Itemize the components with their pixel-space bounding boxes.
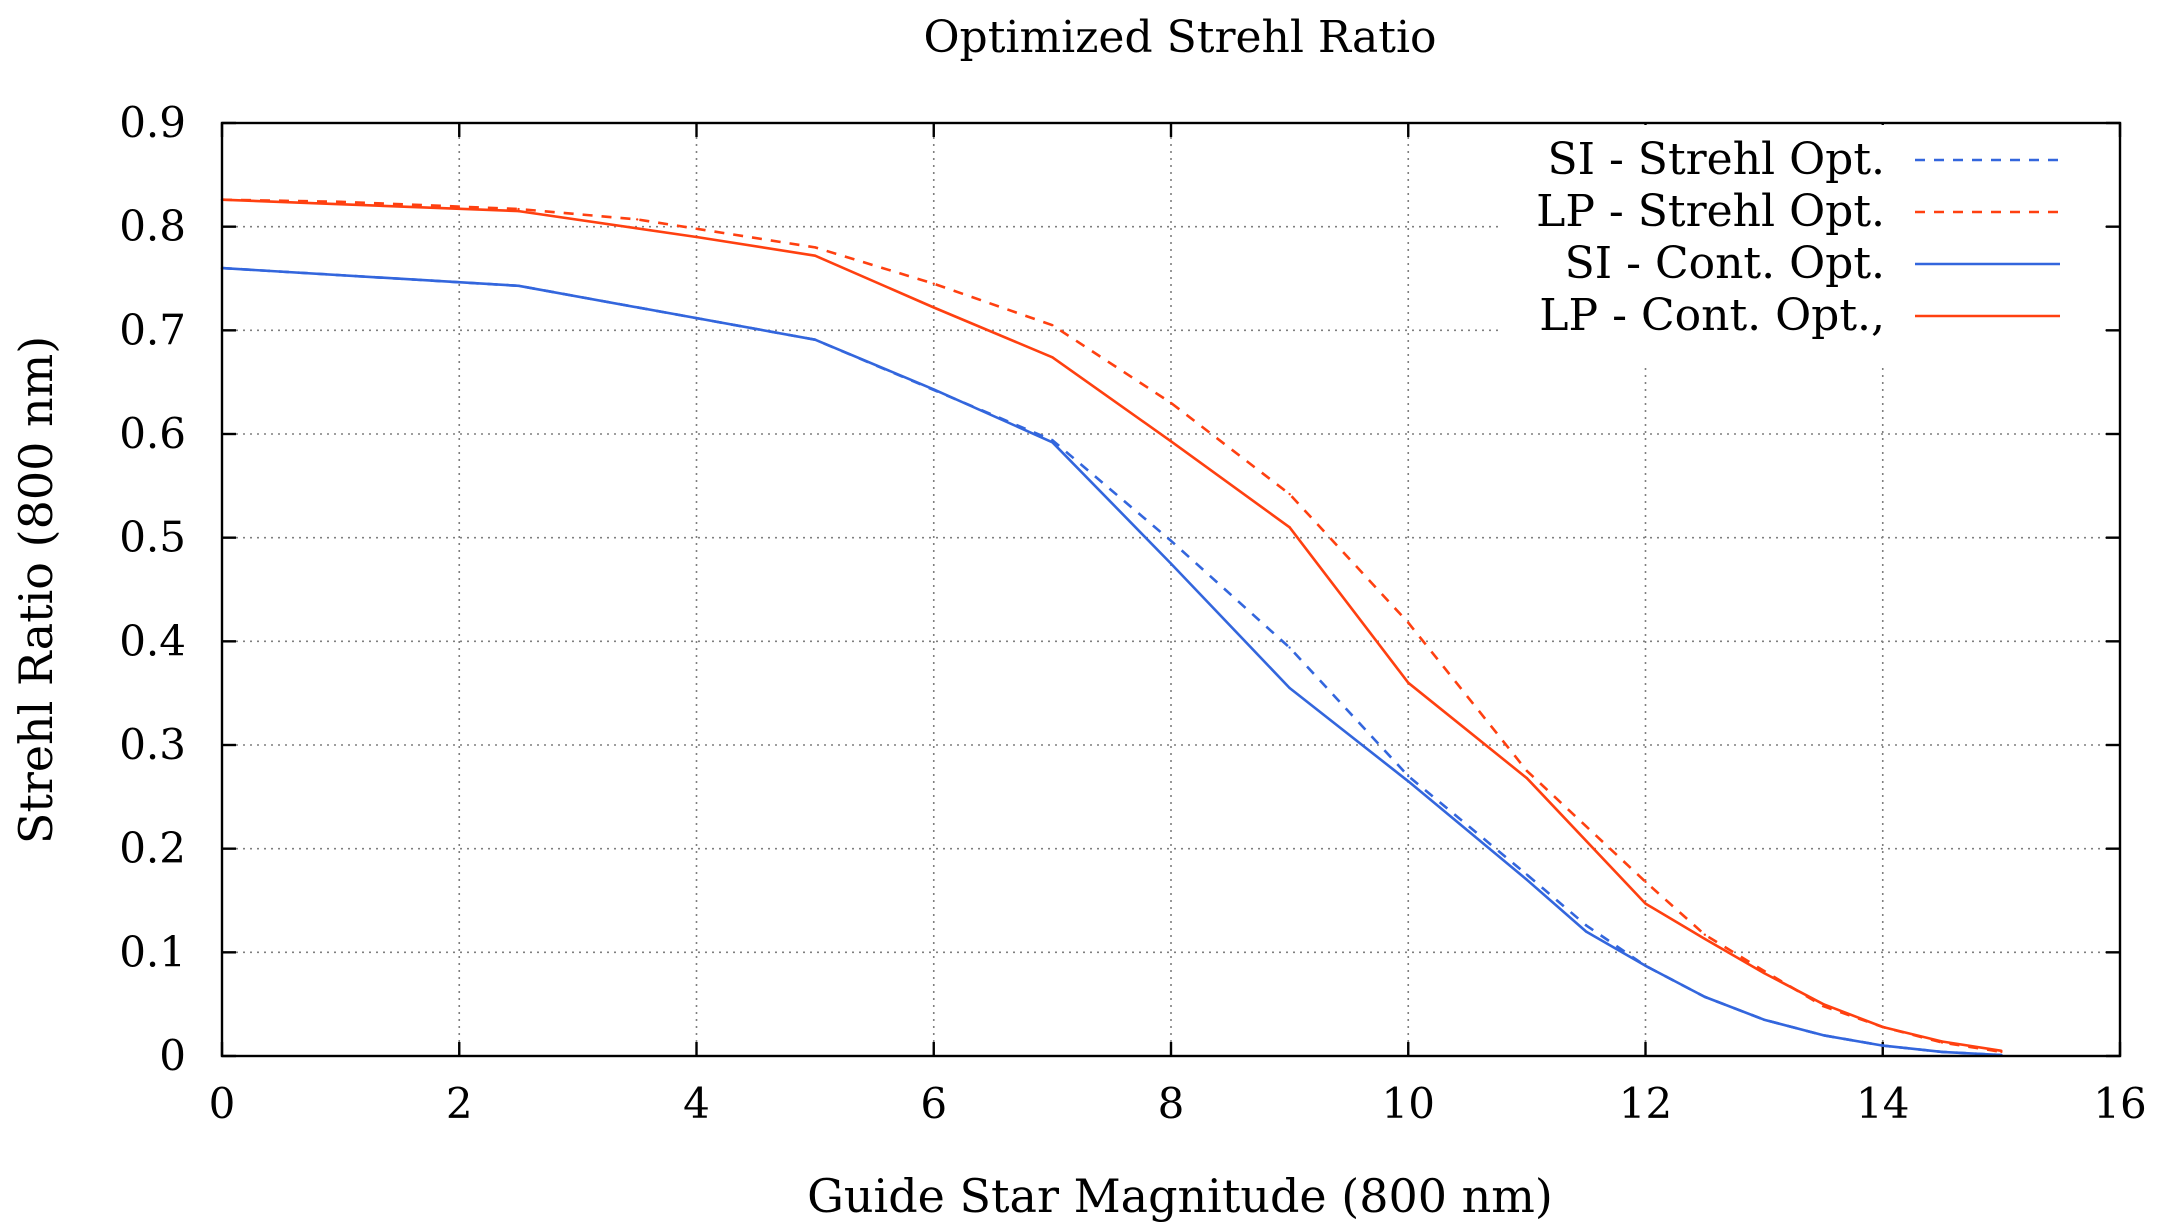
data-point [1407, 681, 1410, 684]
x-tick-label: 10 [1382, 1079, 1435, 1128]
data-point [2000, 1049, 2003, 1053]
data-point [517, 207, 520, 211]
data-point [1940, 1050, 1944, 1054]
x-axis-ticks: 0 2 4 6 8 10 12 14 16 [209, 123, 2147, 1128]
y-tick-label: 0.2 [119, 824, 186, 873]
data-point [1288, 646, 1291, 649]
data-point [1169, 401, 1173, 405]
data-point [1288, 492, 1291, 496]
data-point [635, 218, 639, 221]
data-point [1762, 1018, 1766, 1021]
data-point [1288, 686, 1291, 690]
data-point [1051, 323, 1054, 327]
data-point [932, 282, 935, 285]
data-series [220, 198, 2003, 1057]
y-axis-ticks: 0 0.1 0.2 0.3 0.4 0.5 0.6 0.7 0.8 0.9 [119, 98, 2120, 1080]
data-point [813, 254, 817, 257]
data-point [1169, 539, 1173, 542]
data-point [1407, 621, 1410, 624]
data-point [1644, 964, 1647, 968]
data-point [1940, 1040, 1944, 1043]
y-tick-label: 0.8 [119, 202, 186, 251]
data-point [1051, 441, 1054, 444]
x-tick-label: 2 [446, 1079, 473, 1128]
data-point [813, 338, 817, 341]
data-point [1407, 774, 1410, 778]
data-point [1407, 780, 1410, 783]
data-point [517, 209, 520, 213]
x-tick-label: 16 [2093, 1079, 2146, 1128]
data-point [1051, 356, 1054, 359]
data-point [1644, 880, 1647, 884]
x-tick-label: 4 [683, 1079, 710, 1128]
data-point [1703, 995, 1707, 999]
x-tick-label: 8 [1158, 1079, 1185, 1128]
y-tick-label: 0 [159, 1031, 186, 1080]
data-point [1881, 1025, 1884, 1029]
legend-label: LP - Cont. Opt., [1539, 290, 1885, 341]
y-tick-label: 0.9 [119, 98, 186, 147]
x-tick-label: 14 [1856, 1079, 1909, 1128]
data-point [932, 388, 935, 391]
data-point [1169, 562, 1173, 565]
data-point [1525, 873, 1529, 876]
x-axis-label: Guide Star Magnitude (800 nm) [807, 1169, 1553, 1223]
data-point [1584, 930, 1588, 933]
x-tick-label: 0 [209, 1079, 236, 1128]
y-axis-label: Strehl Ratio (800 nm) [9, 336, 63, 844]
data-point [1762, 971, 1766, 975]
legend-background [1500, 125, 2100, 363]
legend-label: SI - Strehl Opt. [1547, 134, 1885, 185]
data-point [1525, 769, 1529, 773]
legend-label: LP - Strehl Opt. [1536, 186, 1885, 237]
y-tick-label: 0.4 [119, 616, 186, 665]
plot-frame [220, 121, 2122, 1058]
data-point [1584, 924, 1588, 927]
data-point [1525, 878, 1529, 881]
data-point [1644, 902, 1647, 905]
data-point [1525, 776, 1529, 780]
data-point [1703, 937, 1707, 941]
data-point [1881, 1044, 1884, 1047]
data-point [932, 306, 935, 309]
y-tick-label: 0.7 [119, 305, 186, 354]
data-point [1822, 1034, 1825, 1037]
y-tick-label: 0.5 [119, 513, 186, 562]
data-point [517, 284, 520, 287]
y-tick-label: 0.3 [119, 720, 186, 769]
data-point [1169, 440, 1173, 443]
data-point [1288, 526, 1291, 529]
series-line [221, 198, 2002, 1054]
y-tick-label: 0.1 [119, 927, 186, 976]
chart-title: Optimized Strehl Ratio [923, 12, 1436, 63]
x-tick-label: 12 [1619, 1079, 1672, 1128]
x-tick-label: 6 [920, 1079, 947, 1128]
legend: SI - Strehl Opt.LP - Strehl Opt.SI - Con… [1500, 125, 2100, 363]
grid-lines [222, 123, 2120, 1056]
legend-label: SI - Cont. Opt. [1565, 238, 1885, 289]
data-point [1822, 1002, 1825, 1006]
data-point [695, 235, 698, 239]
y-tick-label: 0.6 [119, 409, 186, 458]
data-point [339, 200, 342, 203]
data-point [813, 246, 817, 249]
data-point [1703, 933, 1707, 936]
